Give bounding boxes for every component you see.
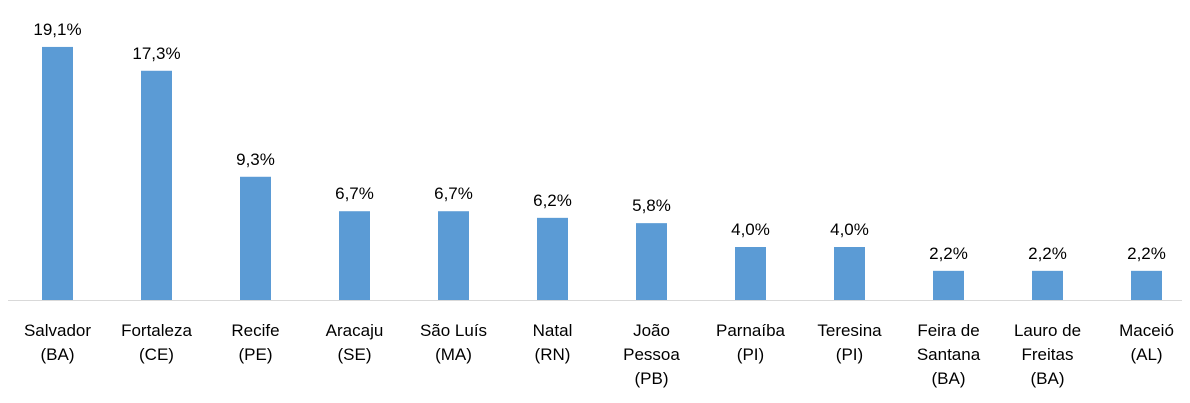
data-label: 4,0% <box>830 220 869 239</box>
x-tick-label: Parnaíba (PI) <box>716 321 785 364</box>
x-tick-label: São Luís (MA) <box>419 321 488 364</box>
data-label: 2,2% <box>1127 244 1166 263</box>
bar <box>240 176 271 300</box>
data-label: 6,7% <box>335 184 374 203</box>
data-label: 17,3% <box>132 44 180 63</box>
data-label: 6,7% <box>434 184 473 203</box>
bar <box>735 247 766 300</box>
x-tick-label: Natal (RN) <box>532 321 573 364</box>
x-tick-label: Maceió (AL) <box>1119 321 1174 364</box>
x-tick-label: Feira de Santana (BA) <box>916 321 981 388</box>
x-tick-label: João Pessoa (PB) <box>623 321 680 388</box>
x-tick-label: Teresina (PI) <box>817 321 882 364</box>
bar <box>537 217 568 300</box>
x-tick-label: Recife (PE) <box>231 321 280 364</box>
bar <box>42 46 73 300</box>
bar <box>1032 270 1063 300</box>
bar <box>339 211 370 300</box>
x-tick-label: Lauro de Freitas (BA) <box>1013 321 1082 388</box>
data-label: 6,2% <box>533 191 572 210</box>
x-tick-label: Salvador (BA) <box>23 321 92 364</box>
bar <box>1131 270 1162 300</box>
bar <box>834 247 865 300</box>
bar <box>933 270 964 300</box>
data-label: 5,8% <box>632 196 671 215</box>
data-label: 4,0% <box>731 220 770 239</box>
bar <box>438 211 469 300</box>
x-tick-label: Fortaleza (CE) <box>121 321 192 364</box>
bar <box>141 70 172 301</box>
data-label: 2,2% <box>929 244 968 263</box>
data-label: 19,1% <box>33 20 81 39</box>
data-label: 9,3% <box>236 150 275 169</box>
bar <box>636 223 667 300</box>
data-label: 2,2% <box>1028 244 1067 263</box>
x-tick-label: Aracaju (SE) <box>325 321 384 364</box>
